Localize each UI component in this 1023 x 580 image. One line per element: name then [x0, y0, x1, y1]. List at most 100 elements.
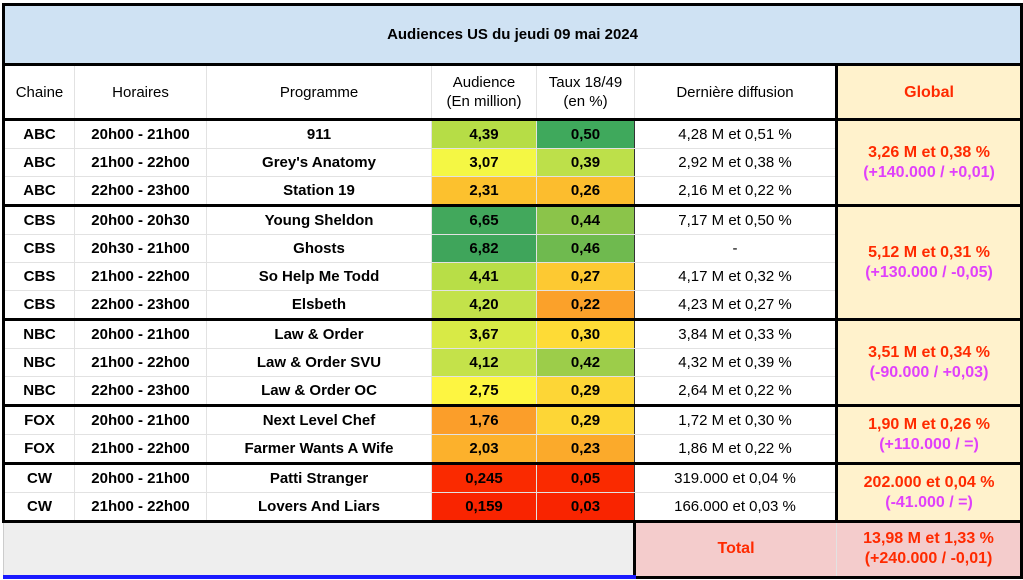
cell-programme[interactable]: Station 19 — [206, 176, 432, 207]
cell-chaine[interactable]: CBS — [2, 205, 75, 235]
cell-derniere-diffusion[interactable]: 2,16 M et 0,22 % — [634, 176, 838, 207]
cell-horaires[interactable]: 22h00 - 23h00 — [74, 176, 207, 207]
cell-derniere-diffusion[interactable]: 2,92 M et 0,38 % — [634, 148, 838, 177]
cell-programme[interactable]: Elsbeth — [206, 290, 432, 321]
cell-chaine[interactable]: CBS — [2, 262, 75, 291]
cell-derniere-diffusion[interactable]: 2,64 M et 0,22 % — [634, 376, 838, 407]
cell-horaires[interactable]: 20h00 - 21h00 — [74, 119, 207, 149]
cell-chaine[interactable]: CW — [2, 492, 75, 523]
cell-taux[interactable]: 0,42 — [536, 348, 635, 377]
cell-audience[interactable]: 4,41 — [431, 262, 537, 291]
header-derniere-diffusion[interactable]: Dernière diffusion — [634, 64, 837, 121]
total-label[interactable]: Total — [633, 521, 837, 579]
total-value-cell[interactable]: 13,98 M et 1,33 % (+240.000 / -0,01) — [835, 521, 1023, 579]
cell-audience[interactable]: 0,159 — [431, 492, 537, 523]
cell-audience[interactable]: 0,245 — [431, 463, 537, 493]
cell-horaires[interactable]: 22h00 - 23h00 — [74, 290, 207, 321]
header-audience[interactable]: Audience (En million) — [431, 64, 537, 121]
cell-programme[interactable]: Law & Order OC — [206, 376, 432, 407]
cell-programme[interactable]: Patti Stranger — [206, 463, 432, 493]
cell-global-cw[interactable]: 202.000 et 0,04 % (-41.000 / =) — [835, 463, 1023, 523]
cell-derniere-diffusion[interactable]: 1,72 M et 0,30 % — [634, 405, 838, 435]
cell-horaires[interactable]: 21h00 - 22h00 — [74, 434, 207, 465]
cell-audience[interactable]: 4,39 — [431, 119, 537, 149]
cell-programme[interactable]: Lovers And Liars — [206, 492, 432, 523]
cell-chaine[interactable]: NBC — [2, 376, 75, 407]
cell-horaires[interactable]: 21h00 - 22h00 — [74, 348, 207, 377]
header-taux[interactable]: Taux 18/49 (en %) — [536, 64, 635, 121]
table-title[interactable]: Audiences US du jeudi 09 mai 2024 — [1, 3, 1023, 66]
cell-derniere-diffusion[interactable]: 4,23 M et 0,27 % — [634, 290, 838, 321]
cell-chaine[interactable]: ABC — [2, 148, 75, 177]
cell-chaine[interactable]: CW — [2, 463, 75, 493]
cell-derniere-diffusion[interactable]: 3,84 M et 0,33 % — [634, 319, 838, 349]
cell-taux[interactable]: 0,46 — [536, 234, 635, 263]
cell-horaires[interactable]: 20h30 - 21h00 — [74, 234, 207, 263]
cell-horaires[interactable]: 20h00 - 21h00 — [74, 463, 207, 493]
cell-horaires[interactable]: 22h00 - 23h00 — [74, 376, 207, 407]
cell-derniere-diffusion[interactable]: 7,17 M et 0,50 % — [634, 205, 838, 235]
cell-taux[interactable]: 0,03 — [536, 492, 635, 523]
cell-chaine[interactable]: FOX — [2, 405, 75, 435]
cell-audience[interactable]: 3,67 — [431, 319, 537, 349]
cell-chaine[interactable]: ABC — [2, 176, 75, 207]
cell-derniere-diffusion[interactable]: - — [634, 234, 838, 263]
cell-taux[interactable]: 0,44 — [536, 205, 635, 235]
cell-audience[interactable]: 3,07 — [431, 148, 537, 177]
cell-global-nbc[interactable]: 3,51 M et 0,34 % (-90.000 / +0,03) — [835, 319, 1023, 407]
cell-chaine[interactable]: CBS — [2, 234, 75, 263]
cell-derniere-diffusion[interactable]: 4,32 M et 0,39 % — [634, 348, 838, 377]
cell-horaires[interactable]: 21h00 - 22h00 — [74, 148, 207, 177]
cell-chaine[interactable]: NBC — [2, 348, 75, 377]
cell-audience[interactable]: 2,31 — [431, 176, 537, 207]
cell-horaires[interactable]: 20h00 - 20h30 — [74, 205, 207, 235]
header-global[interactable]: Global — [834, 64, 1023, 121]
cell-audience[interactable]: 2,75 — [431, 376, 537, 407]
cell-audience[interactable]: 2,03 — [431, 434, 537, 465]
cell-derniere-diffusion[interactable]: 4,28 M et 0,51 % — [634, 119, 838, 149]
cell-global-fox[interactable]: 1,90 M et 0,26 % (+110.000 / =) — [835, 405, 1023, 465]
cell-taux[interactable]: 0,27 — [536, 262, 635, 291]
cell-chaine[interactable]: NBC — [2, 319, 75, 349]
header-horaires[interactable]: Horaires — [74, 64, 207, 121]
header-chaine[interactable]: Chaine — [2, 64, 75, 121]
cell-programme[interactable]: Law & Order — [206, 319, 432, 349]
cell-derniere-diffusion[interactable]: 1,86 M et 0,22 % — [634, 434, 838, 465]
cell-taux[interactable]: 0,23 — [536, 434, 635, 465]
cell-programme[interactable]: So Help Me Todd — [206, 262, 432, 291]
cell-taux[interactable]: 0,26 — [536, 176, 635, 207]
cell-programme[interactable]: Farmer Wants A Wife — [206, 434, 432, 465]
cell-chaine[interactable]: ABC — [2, 119, 75, 149]
cell-audience[interactable]: 1,76 — [431, 405, 537, 435]
cell-programme[interactable]: Young Sheldon — [206, 205, 432, 235]
cell-programme[interactable]: Ghosts — [206, 234, 432, 263]
cell-derniere-diffusion[interactable]: 319.000 et 0,04 % — [634, 463, 838, 493]
cell-chaine[interactable]: CBS — [2, 290, 75, 321]
cell-taux[interactable]: 0,22 — [536, 290, 635, 321]
cell-taux[interactable]: 0,50 — [536, 119, 635, 149]
cell-taux[interactable]: 0,05 — [536, 463, 635, 493]
cell-derniere-diffusion[interactable]: 4,17 M et 0,32 % — [634, 262, 838, 291]
cell-horaires[interactable]: 21h00 - 22h00 — [74, 262, 207, 291]
cell-taux[interactable]: 0,30 — [536, 319, 635, 349]
cell-global-abc[interactable]: 3,26 M et 0,38 % (+140.000 / +0,01) — [835, 119, 1023, 207]
cell-audience[interactable]: 4,12 — [431, 348, 537, 377]
cell-audience[interactable]: 4,20 — [431, 290, 537, 321]
cell-programme[interactable]: 911 — [206, 119, 432, 149]
cell-audience[interactable]: 6,82 — [431, 234, 537, 263]
cell-taux[interactable]: 0,29 — [536, 376, 635, 407]
cell-horaires[interactable]: 20h00 - 21h00 — [74, 405, 207, 435]
cell-taux[interactable]: 0,29 — [536, 405, 635, 435]
cell-horaires[interactable]: 21h00 - 22h00 — [74, 492, 207, 523]
cell-audience[interactable]: 6,65 — [431, 205, 537, 235]
cell-programme[interactable]: Law & Order SVU — [206, 348, 432, 377]
cell-programme[interactable]: Next Level Chef — [206, 405, 432, 435]
header-programme[interactable]: Programme — [206, 64, 432, 121]
cell-global-cbs[interactable]: 5,12 M et 0,31 % (+130.000 / -0,05) — [835, 205, 1023, 321]
cell-derniere-diffusion[interactable]: 166.000 et 0,03 % — [634, 492, 838, 523]
cell-programme[interactable]: Grey's Anatomy — [206, 148, 432, 177]
cell-chaine[interactable]: FOX — [2, 434, 75, 465]
cell-taux[interactable]: 0,39 — [536, 148, 635, 177]
cell-horaires[interactable]: 20h00 - 21h00 — [74, 319, 207, 349]
empty-cell[interactable] — [3, 521, 635, 579]
